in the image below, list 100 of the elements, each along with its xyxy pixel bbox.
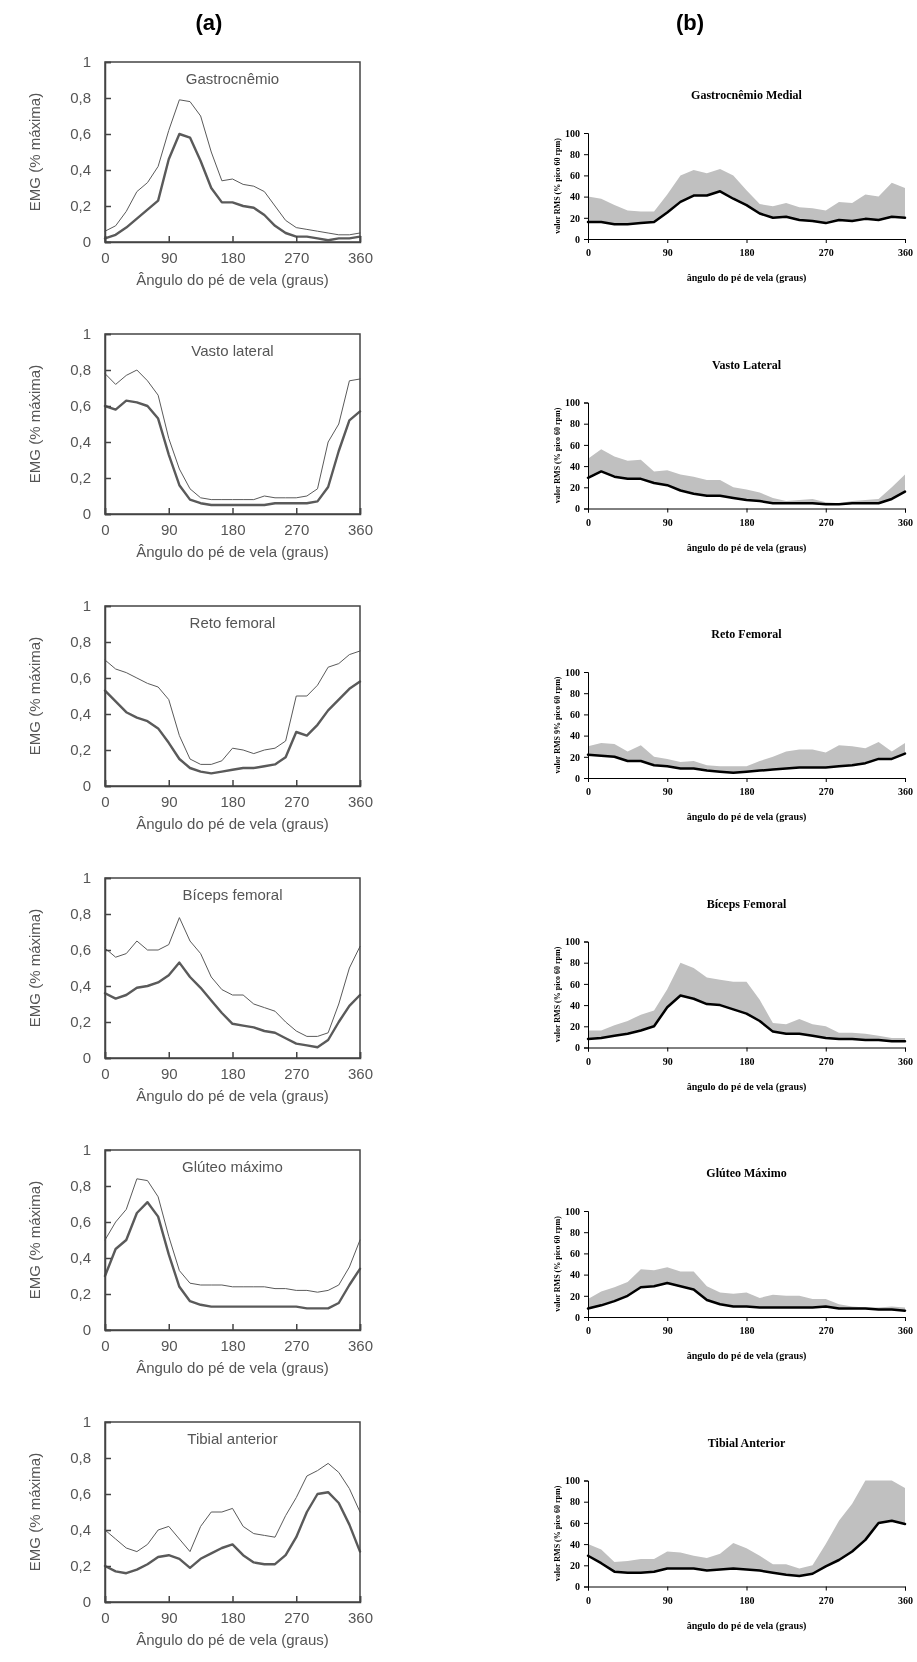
x-tick-label: 270 xyxy=(818,516,834,528)
y-tick-label: 0,2 xyxy=(70,469,91,487)
y-tick-label: 1 xyxy=(82,325,91,343)
y-tick-label: 100 xyxy=(565,666,580,678)
x-axis-title: Ângulo do pé de vela (graus) xyxy=(136,1359,329,1376)
y-tick-label: 0 xyxy=(575,503,580,515)
y-tick-label: 0,6 xyxy=(70,1213,91,1231)
x-tick-label: 180 xyxy=(739,1325,755,1337)
y-tick-label: 60 xyxy=(570,709,580,721)
y-tick-label: 20 xyxy=(570,1560,580,1571)
y-tick-label: 0,8 xyxy=(70,905,91,923)
x-tick-label: 90 xyxy=(160,792,178,810)
y-tick-label: 0,8 xyxy=(70,633,91,651)
y-tick-label: 0,4 xyxy=(70,433,91,451)
x-tick-label: 90 xyxy=(662,1325,673,1337)
y-tick-label: 0,2 xyxy=(70,197,91,215)
y-tick-label: 0 xyxy=(575,233,580,245)
x-tick-label: 0 xyxy=(101,1608,110,1626)
y-tick-label: 0,6 xyxy=(70,397,91,415)
x-tick-label: 360 xyxy=(347,1336,374,1354)
x-tick-label: 180 xyxy=(220,520,246,538)
y-axis-title: EMG (% máxima) xyxy=(26,92,43,212)
x-axis-title: ângulo do pé de vela (graus) xyxy=(686,1080,807,1093)
x-tick-label: 270 xyxy=(284,520,310,538)
y-tick-label: 40 xyxy=(570,730,580,742)
x-tick-label: 90 xyxy=(662,1055,673,1067)
x-axis-title: Ângulo do pé de vela (graus) xyxy=(136,543,329,560)
y-tick-label: 0,2 xyxy=(70,1557,91,1575)
line-series xyxy=(103,961,362,1049)
x-axis-title: ângulo do pé de vela (graus) xyxy=(686,272,807,284)
x-tick-label: 0 xyxy=(586,1055,591,1067)
y-tick-label: 1 xyxy=(82,1413,91,1431)
y-tick-label: 80 xyxy=(570,687,580,699)
text: (b) xyxy=(675,10,705,35)
x-tick-label: 360 xyxy=(347,520,374,538)
y-axis-title: valor RMS 9% pico 60 rpm) xyxy=(553,676,562,774)
line-series xyxy=(104,650,361,765)
y-tick-label: 0,8 xyxy=(70,1177,91,1195)
x-tick-label: 270 xyxy=(818,1055,834,1067)
y-tick-label: 0 xyxy=(575,1042,580,1054)
y-tick-label: 40 xyxy=(570,1269,580,1281)
x-tick-label: 360 xyxy=(347,1608,374,1626)
y-axis-title: EMG (% máxima) xyxy=(26,1180,43,1300)
x-axis-title: Ângulo do pé de vela (graus) xyxy=(136,1631,329,1648)
line-series xyxy=(104,369,361,501)
y-tick-label: 40 xyxy=(570,191,580,203)
chart-title: Tibial Anterior xyxy=(707,1435,786,1450)
y-tick-label: 0,6 xyxy=(70,1485,91,1503)
y-tick-label: 80 xyxy=(570,1226,580,1238)
x-tick-label: 0 xyxy=(101,520,110,538)
y-tick-label: 60 xyxy=(570,170,580,182)
y-tick-label: 100 xyxy=(565,397,580,409)
text: Bíceps femoral xyxy=(182,886,283,903)
x-tick-label: 180 xyxy=(220,1064,246,1082)
chart-title: Glúteo Máximo xyxy=(706,1166,787,1180)
x-tick-label: 0 xyxy=(101,1064,110,1082)
text: Glúteo máximo xyxy=(182,1158,283,1175)
y-tick-label: 20 xyxy=(570,212,580,224)
y-tick-label: 1 xyxy=(82,597,91,615)
y-tick-label: 0,8 xyxy=(70,1449,91,1467)
line-series xyxy=(103,680,362,775)
x-tick-label: 0 xyxy=(586,786,591,798)
x-tick-label: 270 xyxy=(818,1325,834,1337)
line-series xyxy=(103,1201,362,1310)
x-tick-label: 360 xyxy=(898,247,913,259)
x-tick-label: 180 xyxy=(739,786,755,798)
x-tick-label: 90 xyxy=(160,248,178,266)
x-tick-label: 270 xyxy=(284,248,310,266)
y-tick-label: 0,6 xyxy=(70,669,91,687)
x-tick-label: 90 xyxy=(160,520,178,538)
x-tick-label: 90 xyxy=(662,516,673,528)
y-tick-label: 80 xyxy=(570,418,580,430)
x-axis-title: ângulo do pé de vela (graus) xyxy=(686,1350,807,1362)
y-tick-label: 20 xyxy=(570,1021,580,1032)
x-tick-label: 90 xyxy=(160,1608,178,1626)
y-tick-label: 100 xyxy=(565,936,580,948)
y-tick-label: 40 xyxy=(570,999,580,1011)
x-tick-label: 360 xyxy=(898,1055,913,1067)
y-tick-label: 0,2 xyxy=(70,741,91,759)
x-tick-label: 90 xyxy=(160,1064,178,1082)
y-tick-label: 1 xyxy=(82,869,91,887)
x-tick-label: 270 xyxy=(818,247,834,259)
x-tick-label: 360 xyxy=(898,516,913,528)
x-tick-label: 180 xyxy=(220,1608,246,1626)
x-tick-label: 270 xyxy=(818,786,834,798)
x-tick-label: 90 xyxy=(662,247,673,259)
chart-title: Reto Femoral xyxy=(711,627,783,641)
y-tick-label: 0,4 xyxy=(70,1249,91,1267)
line-series xyxy=(103,1491,362,1575)
x-tick-label: 360 xyxy=(347,1064,374,1082)
y-tick-label: 40 xyxy=(570,1538,580,1550)
y-tick-label: 100 xyxy=(565,1205,580,1217)
y-tick-label: 60 xyxy=(570,1248,580,1260)
x-tick-label: 270 xyxy=(284,1064,310,1082)
text: Vasto lateral xyxy=(191,342,274,359)
line-series xyxy=(104,1178,361,1293)
y-axis-title: EMG (% máxima) xyxy=(26,364,43,484)
line-series xyxy=(104,917,361,1037)
y-axis-title: valor RMS (% pico 60 rpm) xyxy=(553,1215,562,1312)
y-tick-label: 1 xyxy=(82,53,91,71)
